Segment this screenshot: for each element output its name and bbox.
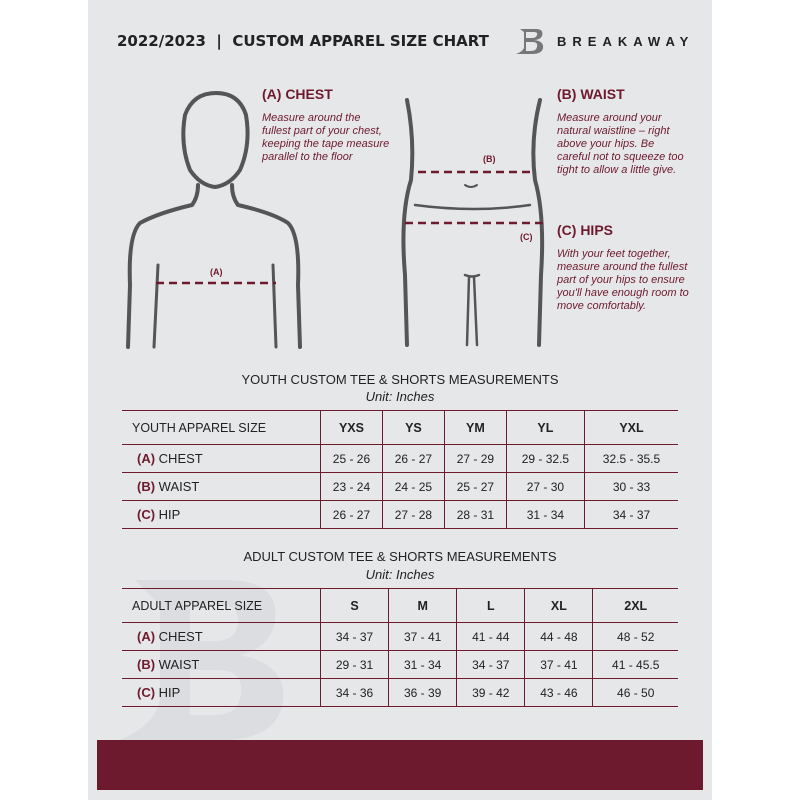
cell: 48 - 52 (592, 622, 678, 651)
cell: 34 - 37 (456, 650, 525, 679)
hips-marker: (C) (520, 232, 533, 242)
cell: 30 - 33 (583, 472, 678, 501)
hips-instructions: With your feet together, measure around … (557, 248, 689, 312)
table-row: (B) WAIST 23 - 24 24 - 25 25 - 27 27 - 3… (122, 472, 678, 501)
cell: 34 - 36 (319, 678, 389, 707)
row-letter: (C) (137, 685, 156, 700)
cell: 28 - 31 (443, 500, 507, 529)
row-label-text: HIP (158, 507, 181, 522)
row-label: (C) HIP (122, 678, 321, 707)
cell: 43 - 46 (524, 678, 593, 707)
header-cell: ADULT APPAREL SIZE (122, 588, 321, 623)
waist-instructions: Measure around your natural waistline – … (557, 112, 684, 176)
header-cell: YOUTH APPAREL SIZE (122, 410, 321, 445)
cell: 31 - 34 (505, 500, 585, 529)
header-cell: YXL (583, 410, 678, 445)
waist-heading: (B) WAIST (557, 86, 625, 102)
adult-size-table: ADULT APPAREL SIZE S M L XL 2XL (A) CHES… (122, 588, 678, 707)
cell: 26 - 27 (320, 500, 383, 529)
table-row: (C) HIP 34 - 36 36 - 39 39 - 42 43 - 46 … (122, 678, 678, 707)
cell: 29 - 31 (319, 650, 389, 679)
row-letter: (B) (137, 657, 156, 672)
row-letter: (A) (137, 629, 156, 644)
header-cell: YXS (320, 410, 383, 445)
youth-unit: Unit: Inches (365, 389, 435, 404)
header-cell: 2XL (592, 588, 678, 623)
row-letter: (A) (137, 451, 156, 466)
cell: 25 - 27 (443, 472, 507, 501)
page-title: 2022/2023 | CUSTOM APPAREL SIZE CHART (117, 32, 489, 50)
waist-marker: (B) (483, 154, 496, 164)
adult-unit: Unit: Inches (365, 567, 435, 582)
header-cell: M (388, 588, 457, 623)
cell: 37 - 41 (524, 650, 593, 679)
row-letter: (C) (137, 507, 156, 522)
table-row: (C) HIP 26 - 27 27 - 28 28 - 31 31 - 34 … (122, 500, 678, 529)
row-label: (A) CHEST (122, 622, 321, 651)
chest-heading: (A) CHEST (262, 86, 333, 102)
cell: 27 - 28 (381, 500, 445, 529)
youth-size-table: YOUTH APPAREL SIZE YXS YS YM YL YXL (A) … (122, 410, 678, 529)
cell: 27 - 29 (443, 444, 507, 473)
cell: 36 - 39 (388, 678, 457, 707)
cell: 41 - 45.5 (592, 650, 678, 679)
cell: 39 - 42 (456, 678, 525, 707)
table-row: (B) WAIST 29 - 31 31 - 34 34 - 37 37 - 4… (122, 650, 678, 679)
row-label: (A) CHEST (122, 444, 321, 473)
row-label-text: CHEST (158, 629, 203, 644)
header-cell: L (456, 588, 525, 623)
row-label-text: WAIST (158, 657, 200, 672)
cell: 24 - 25 (381, 472, 445, 501)
table-row: (A) CHEST 25 - 26 26 - 27 27 - 29 29 - 3… (122, 444, 678, 473)
table-header-row: YOUTH APPAREL SIZE YXS YS YM YL YXL (122, 410, 678, 445)
cell: 31 - 34 (388, 650, 457, 679)
header-cell: YL (505, 410, 585, 445)
chest-marker: (A) (210, 267, 223, 277)
cell: 26 - 27 (381, 444, 445, 473)
cell: 46 - 50 (592, 678, 678, 707)
row-label-text: CHEST (158, 451, 203, 466)
cell: 27 - 30 (505, 472, 585, 501)
row-label: (B) WAIST (122, 472, 321, 501)
row-letter: (B) (137, 479, 156, 494)
table-header-row: ADULT APPAREL SIZE S M L XL 2XL (122, 588, 678, 623)
header-cell: XL (524, 588, 593, 623)
chest-instructions: Measure around the fullest part of your … (262, 112, 390, 163)
breakaway-logo-icon (516, 29, 544, 54)
youth-table-title: YOUTH CUSTOM TEE & SHORTS MEASUREMENTS (241, 372, 559, 387)
row-label: (C) HIP (122, 500, 321, 529)
header-cell: S (319, 588, 389, 623)
header-cell: YM (443, 410, 507, 445)
cell: 34 - 37 (319, 622, 389, 651)
table-row: (A) CHEST 34 - 37 37 - 41 41 - 44 44 - 4… (122, 622, 678, 651)
brand-name: BREAKAWAY (557, 34, 695, 49)
row-label-text: HIP (158, 685, 181, 700)
cell: 41 - 44 (456, 622, 525, 651)
header-cell: YS (381, 410, 445, 445)
upper-body-illustration: (A) (126, 90, 302, 349)
cell: 44 - 48 (524, 622, 593, 651)
cell: 32.5 - 35.5 (583, 444, 678, 473)
cell: 23 - 24 (320, 472, 383, 501)
hips-heading: (C) HIPS (557, 222, 613, 238)
footer-band (97, 740, 703, 790)
cell: 37 - 41 (388, 622, 457, 651)
lower-body-illustration: (B) (C) (401, 98, 545, 347)
cell: 34 - 37 (583, 500, 678, 529)
row-label: (B) WAIST (122, 650, 321, 679)
cell: 25 - 26 (320, 444, 383, 473)
row-label-text: WAIST (158, 479, 200, 494)
adult-table-title: ADULT CUSTOM TEE & SHORTS MEASUREMENTS (243, 549, 557, 564)
cell: 29 - 32.5 (505, 444, 585, 473)
